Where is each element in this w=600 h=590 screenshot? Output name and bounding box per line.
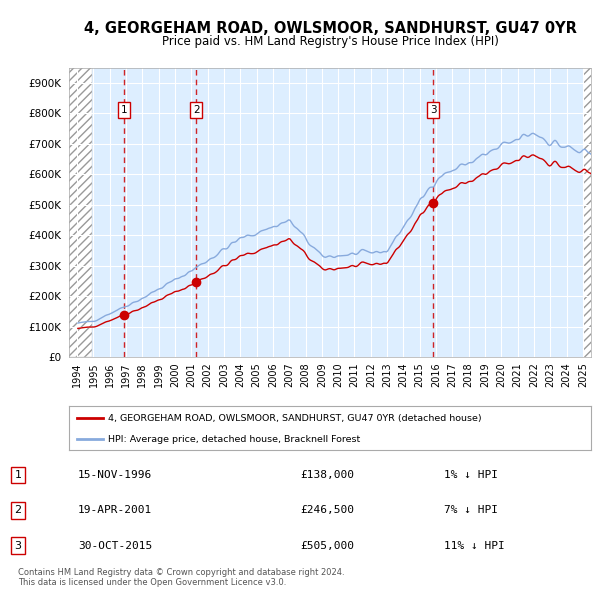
Text: 3: 3 (14, 541, 22, 550)
Text: 1997: 1997 (121, 362, 131, 386)
Text: 2011: 2011 (349, 362, 359, 386)
Text: 2008: 2008 (301, 362, 311, 386)
Text: 2010: 2010 (333, 362, 343, 386)
Bar (584, 68, 591, 357)
Bar (69, 68, 92, 357)
Text: 2016: 2016 (431, 362, 441, 386)
Text: 2004: 2004 (235, 362, 245, 386)
Text: 1: 1 (14, 470, 22, 480)
Text: 1999: 1999 (154, 362, 164, 386)
Text: 2001: 2001 (187, 362, 196, 386)
Text: 1994: 1994 (72, 362, 82, 386)
Text: 2000: 2000 (170, 362, 180, 386)
Text: 30-OCT-2015: 30-OCT-2015 (78, 541, 152, 550)
Text: 2020: 2020 (496, 362, 506, 387)
Text: 2015: 2015 (415, 362, 425, 387)
Text: 1996: 1996 (105, 362, 115, 386)
Text: Price paid vs. HM Land Registry's House Price Index (HPI): Price paid vs. HM Land Registry's House … (161, 35, 499, 48)
Text: 2025: 2025 (578, 362, 588, 387)
Text: 2021: 2021 (512, 362, 523, 387)
Text: 1998: 1998 (137, 362, 148, 386)
Text: 2023: 2023 (545, 362, 555, 387)
Text: 3: 3 (430, 105, 437, 115)
Text: 1: 1 (121, 105, 127, 115)
Text: 2018: 2018 (464, 362, 473, 386)
Text: Contains HM Land Registry data © Crown copyright and database right 2024.
This d: Contains HM Land Registry data © Crown c… (18, 568, 344, 587)
Text: 2005: 2005 (251, 362, 262, 387)
Bar (69, 68, 92, 357)
Text: 19-APR-2001: 19-APR-2001 (78, 506, 152, 515)
Text: 1% ↓ HPI: 1% ↓ HPI (444, 470, 498, 480)
Text: 2: 2 (14, 506, 22, 515)
Text: 2013: 2013 (382, 362, 392, 386)
Text: 2003: 2003 (219, 362, 229, 386)
Text: 2: 2 (193, 105, 200, 115)
Text: £138,000: £138,000 (300, 470, 354, 480)
Text: 2012: 2012 (366, 362, 376, 387)
Text: 4, GEORGEHAM ROAD, OWLSMOOR, SANDHURST, GU47 0YR (detached house): 4, GEORGEHAM ROAD, OWLSMOOR, SANDHURST, … (108, 414, 482, 423)
Text: 2006: 2006 (268, 362, 278, 386)
Text: 2022: 2022 (529, 362, 539, 387)
Text: 2019: 2019 (480, 362, 490, 386)
Text: 2002: 2002 (203, 362, 212, 387)
Text: 15-NOV-1996: 15-NOV-1996 (78, 470, 152, 480)
Text: 2007: 2007 (284, 362, 294, 387)
Text: 4, GEORGEHAM ROAD, OWLSMOOR, SANDHURST, GU47 0YR: 4, GEORGEHAM ROAD, OWLSMOOR, SANDHURST, … (83, 21, 577, 35)
Text: 2009: 2009 (317, 362, 327, 386)
Text: 2017: 2017 (448, 362, 457, 387)
Text: 2024: 2024 (562, 362, 572, 387)
Text: £505,000: £505,000 (300, 541, 354, 550)
Text: 2014: 2014 (398, 362, 409, 386)
Text: 11% ↓ HPI: 11% ↓ HPI (444, 541, 505, 550)
Text: £246,500: £246,500 (300, 506, 354, 515)
Text: HPI: Average price, detached house, Bracknell Forest: HPI: Average price, detached house, Brac… (108, 435, 361, 444)
Text: 1995: 1995 (88, 362, 98, 386)
Text: 7% ↓ HPI: 7% ↓ HPI (444, 506, 498, 515)
